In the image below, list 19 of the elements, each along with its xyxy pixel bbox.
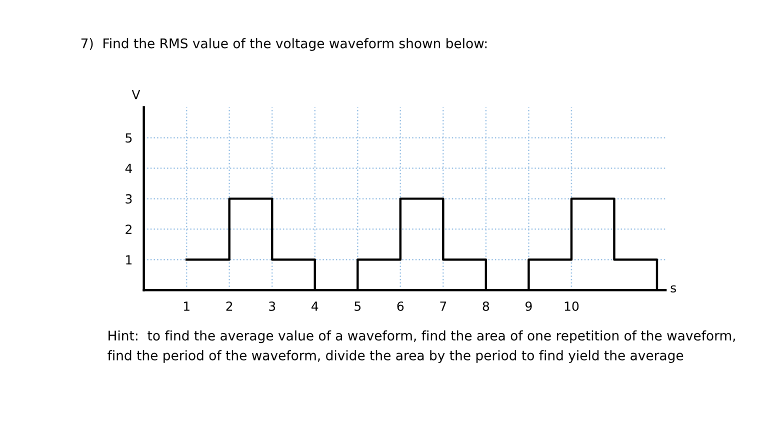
y-tick-label: 1 <box>126 255 132 264</box>
y-tick-label: 3 <box>126 194 132 204</box>
y-tick-label: 2 <box>126 224 132 234</box>
text: Hint: to find the average value of a waveform, find the area of one repetition of the waveform, find the period of the waveform, divide the area by the period to find yield the average <box>108 330 736 363</box>
y-axis-title: V <box>132 90 140 100</box>
x-tick-label: 7 <box>440 302 446 311</box>
x-tick-label: 4 <box>312 302 318 311</box>
x-tick-label: 5 <box>354 302 361 311</box>
y-tick-label: 5 <box>126 133 132 143</box>
x-tick-label: 3 <box>269 301 276 311</box>
chart-title: 7) Find the RMS value of the voltage waveform shown below: <box>81 38 487 51</box>
x-tick-label: 2 <box>226 301 232 311</box>
x-tick-label: 8 <box>482 301 490 311</box>
x-axis-title: s <box>670 285 676 292</box>
x-tick-label: 1 <box>184 302 190 311</box>
x-tick-label: 9 <box>526 301 532 311</box>
x-tick-label: 10 <box>564 301 579 311</box>
x-tick-label: 6 <box>397 301 404 311</box>
y-tick-label: 4 <box>125 164 132 173</box>
